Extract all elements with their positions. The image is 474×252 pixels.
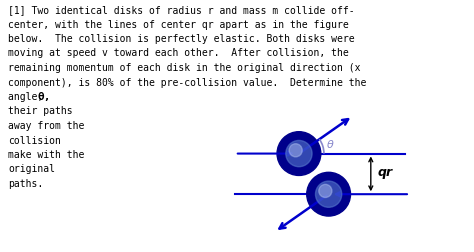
Text: qr: qr — [377, 166, 392, 179]
Text: their paths: their paths — [8, 107, 73, 116]
Text: θ: θ — [327, 140, 334, 150]
Text: below.  The collision is perfectly elastic. Both disks were: below. The collision is perfectly elasti… — [8, 34, 355, 44]
Text: make with the: make with the — [8, 150, 84, 160]
Text: component), is 80% of the pre-collision value.  Determine the: component), is 80% of the pre-collision … — [8, 78, 366, 87]
Text: collision: collision — [8, 136, 61, 145]
Circle shape — [316, 181, 342, 207]
Circle shape — [277, 132, 321, 175]
Text: moving at speed v toward each other.  After collision, the: moving at speed v toward each other. Aft… — [8, 48, 349, 58]
Circle shape — [289, 144, 302, 157]
Circle shape — [319, 184, 332, 198]
Text: remaining momentum of each disk in the original direction (x: remaining momentum of each disk in the o… — [8, 63, 361, 73]
Text: angle,: angle, — [8, 92, 49, 102]
Circle shape — [307, 172, 350, 216]
Text: center, with the lines of center qr apart as in the figure: center, with the lines of center qr apar… — [8, 19, 349, 29]
Text: paths.: paths. — [8, 179, 43, 189]
Text: θ,: θ, — [37, 92, 51, 102]
Text: [1] Two identical disks of radius r and mass m collide off-: [1] Two identical disks of radius r and … — [8, 5, 355, 15]
Text: original: original — [8, 165, 55, 174]
Circle shape — [286, 140, 312, 167]
Text: away from the: away from the — [8, 121, 84, 131]
